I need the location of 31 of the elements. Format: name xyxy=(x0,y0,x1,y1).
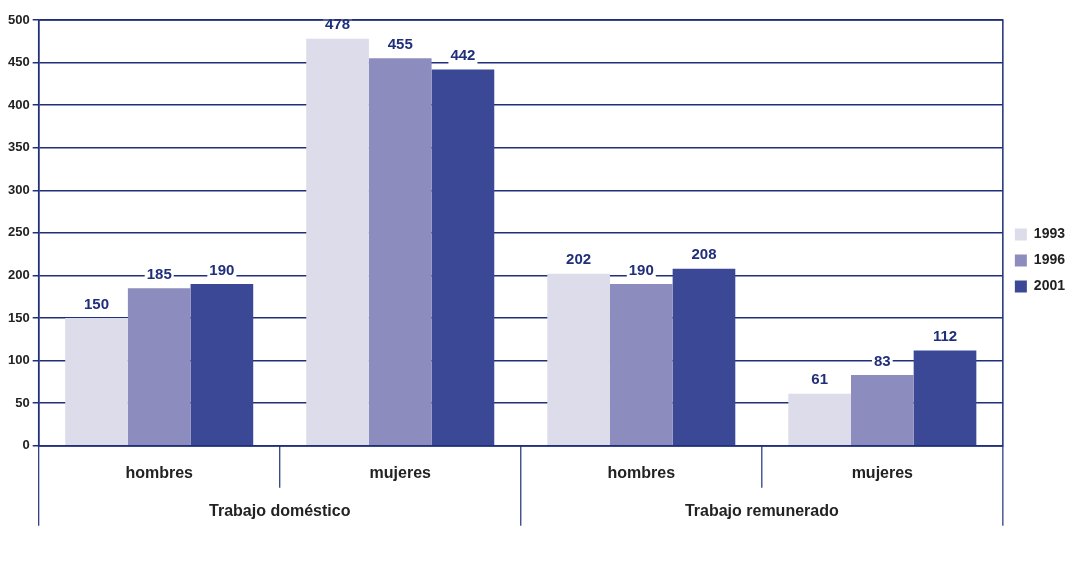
y-tick-label: 450 xyxy=(7,54,30,70)
legend-label: 2001 xyxy=(1033,277,1066,294)
y-tick-label: 350 xyxy=(7,139,30,155)
data-label: 150 xyxy=(84,294,110,312)
y-tick-label: 100 xyxy=(7,352,30,368)
y-tick-label: 50 xyxy=(15,394,30,410)
y-tick-label: 300 xyxy=(7,181,30,197)
data-label: 61 xyxy=(811,370,829,388)
y-tick-label: 400 xyxy=(7,96,30,112)
data-label: 442 xyxy=(450,46,476,64)
data-label: 185 xyxy=(146,264,172,282)
text: Trabajo remunerado xyxy=(684,502,839,520)
x-tick-label: mujeres xyxy=(851,463,914,481)
legend-label: 1993 xyxy=(1033,225,1066,242)
x-tick-label: hombres xyxy=(125,463,194,481)
data-label: 83 xyxy=(873,351,891,369)
legend-label: 1996 xyxy=(1033,251,1066,268)
y-tick-label: 200 xyxy=(7,267,30,283)
y-tick-label: 0 xyxy=(22,437,30,453)
y-tick-label: 150 xyxy=(7,309,30,325)
data-label: 112 xyxy=(932,327,958,345)
y-tick-label: 250 xyxy=(7,224,30,240)
y-tick-label: 500 xyxy=(7,11,30,27)
data-label: 208 xyxy=(691,245,717,263)
text: Trabajo doméstico xyxy=(209,502,351,520)
x-tick-label: mujeres xyxy=(369,463,432,481)
data-label: 455 xyxy=(387,34,413,52)
data-label: 190 xyxy=(628,260,654,278)
x-tick-label: hombres xyxy=(607,463,676,481)
data-label: 190 xyxy=(209,260,235,278)
data-label: 202 xyxy=(566,250,592,268)
